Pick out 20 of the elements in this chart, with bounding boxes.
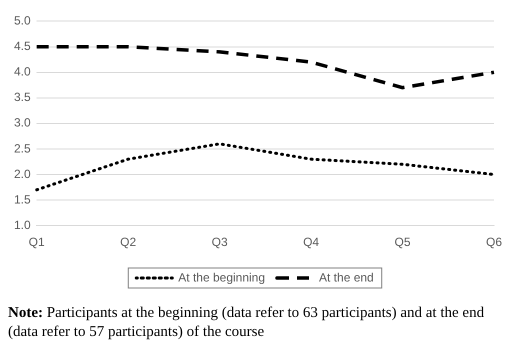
- y-tick-label: 3.0: [14, 116, 31, 130]
- y-tick-label: 4.5: [14, 39, 31, 54]
- x-tick-label: Q2: [120, 235, 136, 250]
- x-tick-label: Q3: [212, 235, 228, 250]
- y-tick-label: 5.0: [14, 14, 31, 28]
- line-series: [34, 45, 496, 90]
- x-tick-label: Q4: [303, 235, 320, 250]
- x-tick-label: Q6: [486, 235, 502, 250]
- text: Note: Participants at the beginning (data refer to 63 participants) and at the end (data refer to 57 participants) of the course: [8, 305, 484, 340]
- legend-label: At the end: [319, 270, 374, 284]
- x-tick-label: Q1: [28, 235, 46, 250]
- y-tick-label: 2.0: [14, 166, 31, 181]
- y-tick-label: 2.5: [14, 141, 31, 156]
- legend-label: At the beginning: [178, 270, 266, 284]
- y-tick-label: 1.5: [14, 192, 31, 206]
- line-series: [35, 142, 496, 192]
- y-tick-label: 1.0: [14, 218, 31, 232]
- y-tick-label: 4.0: [14, 64, 31, 79]
- x-tick-label: Q5: [394, 235, 411, 250]
- y-tick-label: 3.5: [14, 90, 31, 104]
